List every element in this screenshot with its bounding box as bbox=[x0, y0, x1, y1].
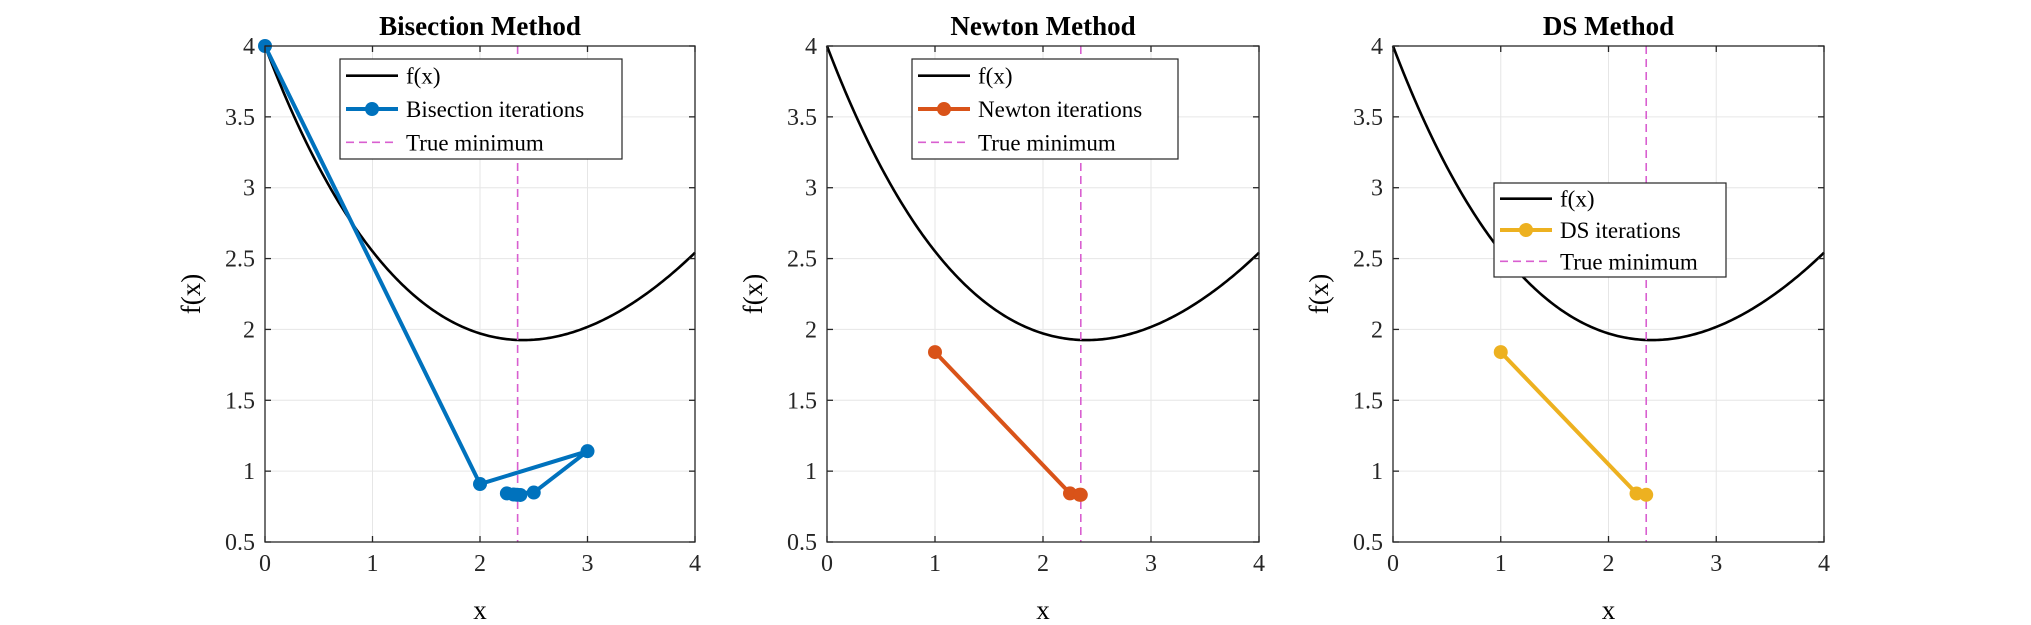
chart-title: DS Method bbox=[1543, 11, 1674, 41]
x-tick-label: 3 bbox=[582, 551, 594, 577]
y-tick-label: 3 bbox=[1371, 176, 1383, 202]
y-tick-label: 1 bbox=[243, 459, 255, 485]
x-tick-label: 2 bbox=[1603, 551, 1615, 577]
y-tick-label: 2 bbox=[805, 317, 817, 343]
legend-label-true-minimum: True minimum bbox=[978, 130, 1116, 155]
y-tick-label: 4 bbox=[243, 34, 255, 60]
chart-panel-1: 0 1 2 3 4 0.5 1 1.5 2 2.5 3 3.5 4 Bisection Method x f(… bbox=[176, 11, 701, 625]
iteration-point bbox=[1073, 487, 1088, 502]
iteration-point bbox=[928, 345, 942, 360]
legend-swatch-marker bbox=[1519, 223, 1533, 237]
x-tick-label: 0 bbox=[821, 551, 833, 577]
legend-label-iterations: Bisection iterations bbox=[406, 97, 584, 122]
y-tick-label: 2.5 bbox=[1353, 247, 1383, 273]
x-axis-label: x bbox=[1602, 595, 1616, 625]
iteration-point bbox=[1493, 345, 1508, 360]
x-tick-label: 1 bbox=[1495, 551, 1507, 577]
y-tick-label: 3 bbox=[243, 176, 255, 202]
y-tick-label: 3 bbox=[805, 176, 817, 202]
iteration-point bbox=[526, 485, 541, 500]
y-tick-label: 0.5 bbox=[225, 530, 255, 556]
x-tick-label: 4 bbox=[1818, 551, 1830, 577]
chart-title: Newton Method bbox=[950, 11, 1135, 41]
x-tick-label: 3 bbox=[1145, 551, 1157, 577]
y-tick-label: 0.5 bbox=[787, 530, 817, 556]
x-tick-label: 3 bbox=[1710, 551, 1722, 577]
x-axis-label: x bbox=[473, 595, 487, 625]
y-tick-label: 1.5 bbox=[1353, 388, 1383, 414]
y-tick-label: 2 bbox=[1371, 317, 1383, 343]
y-tick-label: 2 bbox=[243, 317, 255, 343]
y-tick-label: 1 bbox=[1371, 459, 1383, 485]
function-curve bbox=[825, 45, 1260, 342]
legend-label-curve: f(x) bbox=[978, 64, 1012, 89]
legend: f(x) Newton iterations True minimum bbox=[911, 58, 1179, 160]
legend-label-iterations: DS iterations bbox=[1560, 218, 1681, 243]
y-tick-label: 3.5 bbox=[1353, 105, 1383, 131]
y-tick-label: 4 bbox=[805, 34, 817, 60]
legend-label-curve: f(x) bbox=[1560, 187, 1594, 212]
x-tick-label: 2 bbox=[1037, 551, 1049, 577]
iteration-point bbox=[1639, 487, 1654, 502]
legend-label-true-minimum: True minimum bbox=[1560, 249, 1698, 274]
legend-label-curve: f(x) bbox=[406, 64, 440, 89]
x-tick-label: 4 bbox=[689, 551, 701, 577]
legend: f(x) DS iterations True minimum bbox=[1493, 182, 1727, 278]
y-axis-label: f(x) bbox=[176, 274, 206, 314]
y-tick-label: 2.5 bbox=[225, 247, 255, 273]
legend-swatch-marker bbox=[937, 102, 951, 116]
y-axis-label: f(x) bbox=[1304, 274, 1334, 314]
x-tick-label: 4 bbox=[1253, 551, 1265, 577]
function-curve bbox=[263, 45, 696, 342]
iteration-point bbox=[473, 477, 487, 492]
x-tick-label: 2 bbox=[474, 551, 486, 577]
y-axis-label: f(x) bbox=[738, 274, 768, 314]
iteration-point bbox=[509, 487, 524, 502]
y-tick-label: 2.5 bbox=[787, 247, 817, 273]
y-tick-label: 3.5 bbox=[225, 105, 255, 131]
legend-label-iterations: Newton iterations bbox=[978, 97, 1142, 122]
y-tick-label: 1.5 bbox=[225, 388, 255, 414]
y-tick-label: 1.5 bbox=[787, 388, 817, 414]
x-tick-label: 1 bbox=[929, 551, 941, 577]
y-tick-label: 4 bbox=[1371, 34, 1383, 60]
legend-label-true-minimum: True minimum bbox=[406, 130, 544, 155]
function-curve bbox=[1391, 45, 1825, 342]
x-axis-label: x bbox=[1036, 595, 1050, 625]
legend: f(x) Bisection iterations True minimum bbox=[339, 58, 623, 160]
x-tick-label: 0 bbox=[1387, 551, 1399, 577]
x-tick-label: 1 bbox=[367, 551, 379, 577]
chart-panel-3: 0 1 2 3 4 0.5 1 1.5 2 2.5 3 3.5 4 DS Method x f(x) f(x) D… bbox=[1304, 11, 1830, 625]
x-tick-label: 0 bbox=[259, 551, 271, 577]
y-tick-label: 0.5 bbox=[1353, 530, 1383, 556]
chart-title: Bisection Method bbox=[379, 11, 581, 41]
legend-swatch-marker bbox=[365, 102, 379, 116]
y-tick-label: 1 bbox=[805, 459, 817, 485]
iteration-point bbox=[580, 444, 595, 459]
y-tick-label: 3.5 bbox=[787, 105, 817, 131]
